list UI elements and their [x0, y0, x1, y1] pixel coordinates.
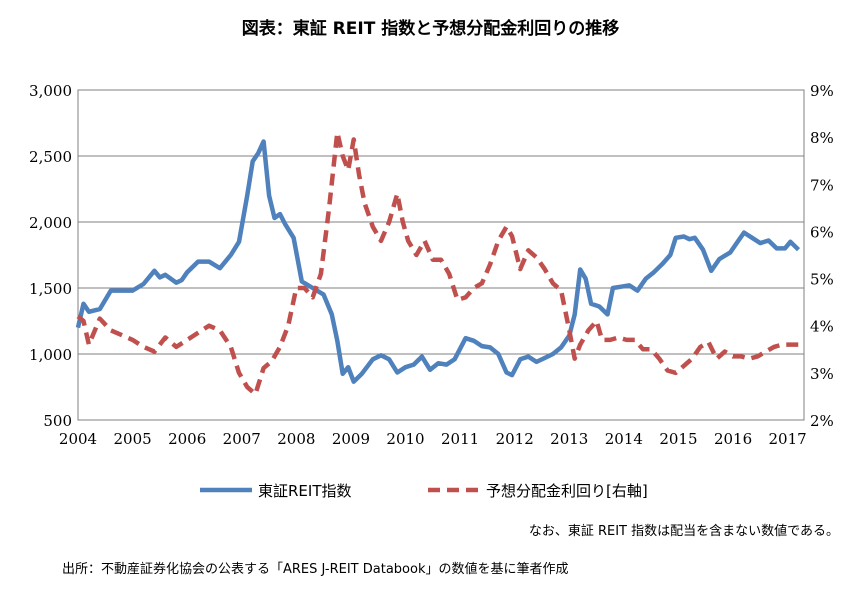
y-right-tick-label: 6%: [810, 223, 834, 241]
legend-item-yield-label: 予想分配金利回り[右軸]: [486, 482, 648, 500]
y-right-tick-label: 2%: [810, 412, 834, 430]
footnote: なお、東証 REIT 指数は配当を含まない数値である。: [528, 524, 839, 539]
plot-frame: [77, 89, 805, 421]
x-tick-label: 2015: [659, 430, 697, 448]
source-note: 出所：不動産証券化協会の公表する「ARES J-REIT Databook」の数…: [62, 562, 569, 577]
index-series-line: [75, 139, 801, 384]
x-tick-label: 2011: [441, 430, 479, 448]
x-tick-label: 2006: [168, 430, 206, 448]
y-left-tick-label: 2,500: [29, 148, 72, 166]
y-left-tick-label: 3,000: [29, 82, 72, 100]
y-left-tick-label: 1,000: [29, 346, 72, 364]
grid-lines: [78, 89, 804, 421]
chart-title: 図表：東証 REIT 指数と予想分配金利回りの推移: [241, 19, 620, 39]
x-tick-label: 2013: [550, 430, 588, 448]
x-tick-label: 2017: [769, 430, 807, 448]
y-left-tick-label: 500: [43, 412, 72, 430]
x-tick-label: 2012: [496, 430, 534, 448]
x-tick-label: 2005: [113, 430, 151, 448]
y-right-tick-label: 5%: [810, 271, 834, 289]
tick-labels: 500 1,000 1,500 2,000 2,500 3,000 2% 3% 4% 5% 6% 7%…: [29, 82, 834, 448]
x-tick-label: 2007: [223, 430, 261, 448]
x-tick-label: 2004: [59, 430, 97, 448]
yield-series-line: [76, 130, 799, 397]
y-right-tick-label: 8%: [810, 129, 834, 147]
y-right-tick-label: 4%: [810, 318, 834, 336]
legend: 東証REIT指数 予想分配金利回り[右軸]: [200, 482, 648, 500]
y-right-tick-label: 7%: [810, 176, 834, 194]
x-tick-label: 2016: [714, 430, 752, 448]
x-tick-label: 2008: [277, 430, 315, 448]
y-right-tick-label: 9%: [810, 82, 834, 100]
series-lines: [75, 130, 801, 397]
x-tick-label: 2009: [332, 430, 370, 448]
x-tick-label: 2014: [605, 430, 643, 448]
legend-item-index-label: 東証REIT指数: [258, 482, 352, 500]
x-tick-label: 2010: [386, 430, 424, 448]
y-left-tick-label: 1,500: [29, 280, 72, 298]
y-left-tick-label: 2,000: [29, 214, 72, 232]
y-right-tick-label: 3%: [810, 365, 834, 383]
